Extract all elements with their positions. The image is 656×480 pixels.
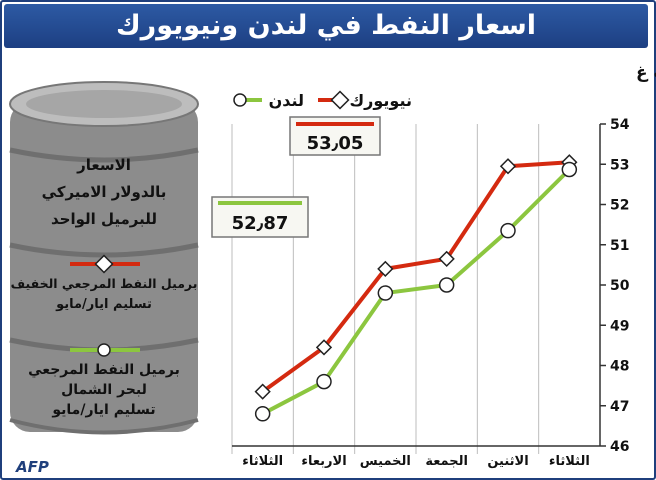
london-point <box>316 373 332 390</box>
new-york-point <box>499 158 517 175</box>
y-tick-label: 49 <box>610 318 629 334</box>
light-crude-label-line: تسليم ايار/مايو <box>55 297 152 312</box>
london-point <box>377 285 394 301</box>
unit-label-line: الاسعار <box>76 156 131 174</box>
new-york-line <box>260 160 572 394</box>
x-tick-label: الاثنين <box>487 454 528 469</box>
series-lines <box>260 160 572 416</box>
light-crude-label-line: برميل النفط المرجعي الخفيف <box>11 276 198 291</box>
circle-marker-icon <box>97 343 111 357</box>
y-tick-label: 47 <box>610 399 629 415</box>
new-york-point <box>315 339 333 356</box>
legend-london-label: لندن <box>269 91 304 110</box>
barrel-lid <box>26 90 182 118</box>
y-tick-label: 53 <box>610 157 629 173</box>
brent-label-line: تسليم ايار/مايو <box>51 402 155 418</box>
x-tick-label: الجمعة <box>425 454 468 469</box>
unit-label-line: بالدولار الاميركي <box>42 183 167 201</box>
london-point <box>500 222 516 239</box>
plot-area: 46 47 48 49 50 51 52 53 54 الثلاثاء الاثنين الجمعة… <box>231 117 630 469</box>
y-tick-label: 46 <box>610 439 629 455</box>
x-tick-label: الثلاثاء <box>549 454 590 469</box>
y-tick-label: 50 <box>610 278 630 294</box>
legend: نيويورك لندن <box>233 90 412 110</box>
x-tick-label: الخميس <box>360 454 411 469</box>
y-tick-labels: 46 47 48 49 50 51 52 53 54 <box>600 117 630 455</box>
y-tick-label: 48 <box>610 359 629 375</box>
london-point <box>561 161 578 178</box>
x-tick-label: الاربعاء <box>301 454 346 469</box>
y-tick-label: 52 <box>610 198 629 214</box>
new-york-point <box>438 250 455 267</box>
barrel-illustration: الاسعار بالدولار الاميركي للبرميل الواحد… <box>9 81 199 435</box>
london-point <box>438 277 455 293</box>
diamond-marker-icon <box>94 254 114 274</box>
series-markers <box>254 154 578 422</box>
afp-logo: AFP <box>15 458 49 476</box>
new-york-last-value: 53٫05 <box>307 133 364 154</box>
brent-label-line: برميل النفط المرجعي <box>28 362 180 378</box>
london-point <box>254 406 271 422</box>
legend-new-york-label: نيويورك <box>350 91 412 110</box>
brent-label-line: لبحر الشمال <box>61 382 147 398</box>
new-york-point <box>377 260 394 278</box>
y-tick-label: 51 <box>610 238 629 254</box>
diamond-marker-icon <box>330 90 350 110</box>
barrel-rim <box>9 418 199 435</box>
barrel-rim <box>9 147 199 163</box>
london-callout: 52٫87 <box>211 196 309 238</box>
unit-label-line: للبرميل الواحد <box>51 210 157 228</box>
london-line <box>260 167 572 416</box>
y-tick-label: 54 <box>610 117 630 133</box>
subtitle: 24 مارس 2009، حوالى الساعة 11:00 ت غ <box>636 63 656 83</box>
london-last-value: 52٫87 <box>232 213 289 234</box>
page-title: اسعار النفط في لندن ونيويورك <box>4 4 648 48</box>
x-tick-labels: الثلاثاء الاثنين الجمعة الخميس الاربعاء الثلا… <box>242 454 590 469</box>
new-york-callout: 53٫05 <box>289 116 381 156</box>
circle-marker-icon <box>233 93 247 107</box>
x-tick-label: الثلاثاء <box>242 454 283 469</box>
new-york-point <box>254 383 271 400</box>
